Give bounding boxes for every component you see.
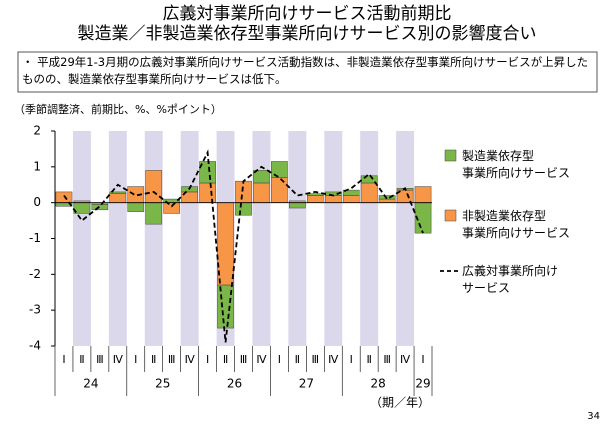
x-tick-label: Ⅲ — [168, 353, 176, 366]
x-tick-label: Ⅲ — [383, 353, 391, 366]
year-label: 29 — [415, 377, 430, 391]
y-tick-label: 2 — [33, 124, 41, 138]
year-label: 28 — [371, 377, 386, 391]
note-box — [17, 51, 598, 93]
bar — [360, 182, 378, 203]
x-tick-label: Ⅰ — [350, 353, 353, 366]
year-label: 26 — [227, 377, 242, 391]
y-tick-label: -4 — [29, 339, 41, 353]
column-shade — [360, 131, 379, 346]
column-shade — [288, 131, 307, 346]
x-tick-label: Ⅰ — [278, 353, 281, 366]
column-shade — [252, 131, 271, 346]
x-tick-label: Ⅰ — [62, 353, 65, 366]
column-shade — [180, 131, 199, 346]
bar — [217, 202, 234, 286]
bar — [145, 170, 163, 203]
bar — [378, 195, 396, 200]
column-shade — [108, 131, 127, 346]
bar — [55, 191, 73, 203]
bar — [342, 189, 360, 196]
bar — [378, 198, 396, 203]
bar — [271, 177, 288, 203]
bar — [163, 202, 181, 214]
bar — [342, 195, 360, 203]
x-tick-label: Ⅳ — [113, 353, 124, 366]
bar — [271, 161, 288, 178]
x-tick-label: Ⅰ — [134, 353, 137, 366]
x-tick-label: Ⅱ — [79, 353, 84, 366]
y-tick-label: -2 — [29, 267, 41, 281]
bar — [109, 191, 127, 194]
bar — [199, 182, 216, 203]
bar — [324, 195, 342, 203]
x-tick-label: Ⅱ — [151, 353, 156, 366]
bar — [253, 170, 270, 184]
bar — [235, 180, 252, 203]
y-tick-label: 0 — [33, 195, 41, 209]
x-tick-label: Ⅰ — [421, 353, 424, 366]
x-tick-label: Ⅱ — [295, 353, 300, 366]
y-tick-label: -3 — [29, 303, 41, 317]
legend-label: 広義対事業所向け サービス — [462, 264, 559, 295]
x-tick-label: Ⅲ — [96, 353, 104, 366]
bar — [414, 186, 432, 203]
bar — [306, 195, 324, 203]
column-shade — [324, 131, 343, 346]
bar — [127, 202, 145, 212]
year-label: 27 — [299, 377, 314, 391]
note: ・ 平成29年1-3月期の広義対事業所向けサービス活動指数は、非製造業依存型事業… — [22, 55, 589, 86]
x-tick-label: Ⅰ — [206, 353, 209, 366]
x-tick-label: Ⅱ — [223, 353, 228, 366]
x-axis-label: （期／年） — [370, 396, 430, 410]
column-shade — [396, 131, 415, 346]
x-tick-label: Ⅲ — [312, 353, 320, 366]
bar — [109, 193, 127, 203]
x-tick-label: Ⅳ — [256, 353, 267, 366]
y-tick-label: -1 — [29, 231, 41, 245]
y-tick-label: 1 — [33, 159, 41, 173]
x-tick-label: Ⅱ — [366, 353, 371, 366]
legend-swatch — [444, 149, 457, 162]
x-tick-label: Ⅳ — [328, 353, 339, 366]
legend-label: 非製造業依存型 事業所向けサービス — [462, 209, 571, 240]
year-label: 25 — [155, 377, 170, 391]
bar — [145, 202, 163, 225]
x-tick-label: Ⅳ — [400, 353, 411, 366]
line-series — [63, 149, 424, 343]
year-label: 24 — [83, 377, 98, 391]
chart-title: 広義対事業所向けサービス活動前期比 — [163, 4, 452, 24]
y-axis-label: （季節調整済、前期比、%、%ポイント） — [14, 102, 222, 116]
legend-label: 製造業依存型 事業所向けサービス — [462, 149, 571, 180]
bar — [91, 204, 109, 211]
page-number: 34 — [587, 411, 600, 422]
legend-swatch — [444, 209, 457, 222]
chart-subtitle: 製造業／非製造業依存型事業所向けサービス別の影響度合い — [78, 24, 537, 44]
bar — [235, 202, 252, 216]
column-shade — [72, 131, 91, 346]
bar — [289, 202, 306, 209]
x-tick-label: Ⅲ — [240, 353, 248, 366]
note-holder: ・ 平成29年1-3月期の広義対事業所向けサービス活動指数は、非製造業依存型事業… — [22, 55, 589, 86]
x-tick-label: Ⅳ — [185, 353, 196, 366]
bar — [253, 182, 270, 203]
bar — [306, 193, 324, 196]
column-shade — [144, 131, 163, 346]
